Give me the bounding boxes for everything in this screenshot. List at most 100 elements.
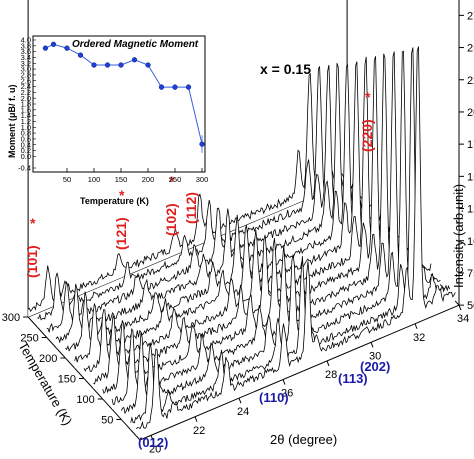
trace-275K (37, 66, 357, 321)
temperature-tick-label: 50 (101, 415, 113, 427)
moment-point (199, 141, 205, 147)
moment-point (158, 84, 165, 90)
inset-y-tick-label: 1.4 (21, 111, 31, 120)
inset-y-tick-label: 0.8 (21, 129, 31, 138)
inset-y-tick-label: 1.6 (21, 105, 31, 114)
inset-x-tick-label: 200 (142, 175, 155, 184)
waterfall-traces (27, 46, 456, 436)
peak-label: (220) (359, 119, 375, 152)
peak-asterisk: * (365, 89, 371, 105)
inset-y-tick-label: 3.4 (21, 53, 31, 62)
peak-label-text: (102) (163, 203, 179, 236)
trace-150K (83, 56, 404, 372)
inset-y-axis-title: Moment (μB/ f. u) (7, 85, 17, 159)
temperature-tick-label: 200 (39, 353, 57, 365)
peak-asterisk: * (30, 215, 36, 231)
two-theta-tick-mark (238, 397, 242, 404)
two-theta-tick-label: 32 (413, 332, 425, 344)
intensity-tick-label: 500 (467, 300, 474, 312)
peak-label: (102) (163, 203, 179, 236)
two-theta-tick-label: 20 (149, 443, 161, 455)
inset-x-tick-label: 300 (196, 175, 209, 184)
inset-y-tick-label: 1.0 (21, 123, 31, 132)
intensity-tick-label: 1500 (467, 171, 474, 183)
trace-10K (136, 46, 456, 430)
peak-label: (101) (24, 245, 40, 278)
intensity-tick-label: 750 (467, 268, 474, 280)
inset-y-tick-label: 2.6 (21, 76, 31, 85)
peak-label-text: (220) (359, 119, 375, 152)
inset-title: Ordered Magnetic Moment (72, 39, 199, 50)
inset-y-tick-label: -0.4 (18, 164, 31, 173)
two-theta-tick-mark (326, 360, 330, 367)
inset-x-axis-title: Temperature (K) (80, 196, 149, 206)
inset-y-tick-label: 2.0 (21, 94, 31, 103)
two-theta-tick-label: 24 (237, 406, 249, 418)
intensity-tick-label: 2000 (467, 107, 474, 119)
two-theta-tick-mark (414, 323, 418, 329)
inset-y-tick-label: 0.4 (21, 140, 31, 149)
two-theta-axis: 20 22 24 26 28 30 32 34 (149, 304, 469, 455)
intensity-tick-label: 1000 (467, 236, 474, 248)
inset-x-tick-label: 250 (169, 175, 182, 184)
peak-asterisk: * (169, 173, 175, 189)
two-theta-tick-label: 26 (281, 388, 293, 400)
frame-edge (139, 304, 460, 441)
moment-point (131, 57, 138, 63)
peak-label: (112) (183, 192, 199, 224)
inset-y-tick-label: 3.8 (21, 41, 31, 50)
peak-labels: (101)*(012)(121)*(102)*(112)*(110)(113)(… (24, 89, 390, 450)
temperature-tick-label: 100 (76, 394, 94, 406)
inset-y-tick-label: 0.0 (21, 152, 31, 161)
moment-point (91, 62, 97, 68)
inset-y-tick-label: 3.0 (21, 65, 31, 74)
intensity-tick-label: 1250 (467, 204, 474, 216)
inset-y-tick-label: 4.0 (21, 36, 31, 45)
inset-y-tick-label: 0.2 (21, 146, 31, 155)
moment-point (64, 45, 70, 51)
inset-y-tick-label: 3.6 (21, 47, 31, 56)
peak-label: (113) (338, 371, 368, 386)
peak-label-text: (101) (24, 245, 40, 278)
composition-label: x = 0.15 (260, 61, 311, 77)
intensity-axis-title: Intensity (arb.unit) (451, 184, 466, 288)
two-theta-tick-mark (194, 416, 198, 422)
inset-series (42, 41, 205, 153)
moment-point (104, 62, 111, 68)
intensity-tick-label: 2250 (467, 75, 474, 87)
intensity-tick-label: 2750 (467, 10, 474, 22)
moment-point (42, 45, 49, 51)
peak-label: (110) (259, 390, 289, 405)
inset-y-tick-label: 1.8 (21, 100, 31, 109)
two-theta-axis-title: 2θ (degree) (270, 432, 337, 447)
two-theta-tick-mark (370, 342, 374, 348)
trace-250K (46, 64, 367, 333)
moment-point (118, 62, 124, 68)
moment-point (77, 52, 84, 58)
inset-y-tick-label: 2.8 (21, 71, 31, 80)
temperature-tick-label: 250 (20, 333, 38, 345)
moment-point (145, 62, 151, 68)
inset-y-tick-label: 2.4 (21, 82, 31, 91)
moment-point (185, 84, 192, 90)
inset-y-tick-label: 1.2 (21, 117, 31, 126)
inset-y-tick-label: 3.2 (21, 59, 31, 68)
peak-asterisk: * (119, 187, 125, 203)
inset-y-tick-label: 2.2 (21, 88, 31, 97)
inset-y-tick-label: 0.6 (21, 135, 31, 144)
peak-label-text: (112) (183, 192, 199, 224)
two-theta-tick-label: 22 (193, 425, 205, 437)
intensity-tick-label: 2500 (467, 43, 474, 55)
inset-x-tick-label: 150 (115, 175, 128, 184)
inset-ticks: 50 100 150 200 250 300-0.40.00.20.40.60.81.01… (18, 36, 208, 184)
two-theta-tick-mark (150, 435, 154, 441)
peak-label-text: (121) (113, 217, 129, 250)
intensity-tick-label: 1750 (467, 139, 474, 151)
trace-25K (130, 47, 451, 424)
peak-label: (202) (360, 359, 390, 374)
inset-frame (32, 35, 206, 173)
two-theta-tick-label: 28 (325, 369, 337, 381)
inset-x-tick-label: 100 (88, 175, 101, 184)
